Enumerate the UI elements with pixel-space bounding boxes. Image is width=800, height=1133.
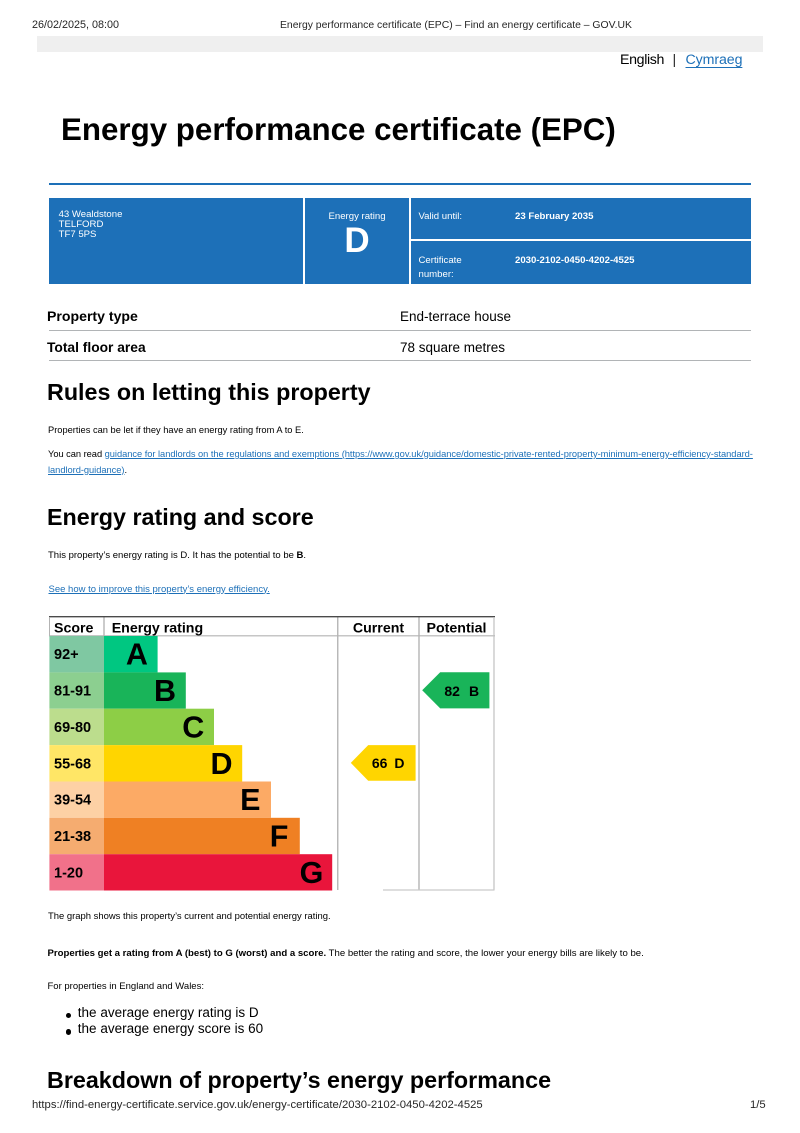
svg-text:Current: Current: [353, 620, 405, 636]
svg-text:F: F: [270, 820, 289, 854]
svg-text:81-91: 81-91: [54, 684, 91, 700]
svg-text:B: B: [154, 674, 176, 708]
svg-text:92+: 92+: [54, 647, 79, 663]
svg-text:82: 82: [444, 683, 460, 699]
svg-text:C: C: [182, 710, 204, 744]
svg-text:21-38: 21-38: [54, 829, 91, 845]
svg-text:66: 66: [372, 755, 388, 771]
svg-text:A: A: [126, 638, 148, 672]
svg-text:Potential: Potential: [427, 620, 487, 636]
svg-text:E: E: [240, 783, 260, 817]
svg-text:69-80: 69-80: [54, 720, 91, 736]
svg-text:1-20: 1-20: [54, 865, 83, 881]
svg-text:D: D: [210, 747, 232, 781]
svg-text:55-68: 55-68: [54, 756, 91, 772]
svg-text:39-54: 39-54: [54, 793, 91, 809]
svg-text:Score: Score: [54, 620, 94, 636]
svg-text:B: B: [469, 683, 479, 699]
svg-text:D: D: [394, 755, 404, 771]
svg-text:Energy rating: Energy rating: [112, 620, 203, 636]
svg-text:G: G: [300, 856, 324, 890]
